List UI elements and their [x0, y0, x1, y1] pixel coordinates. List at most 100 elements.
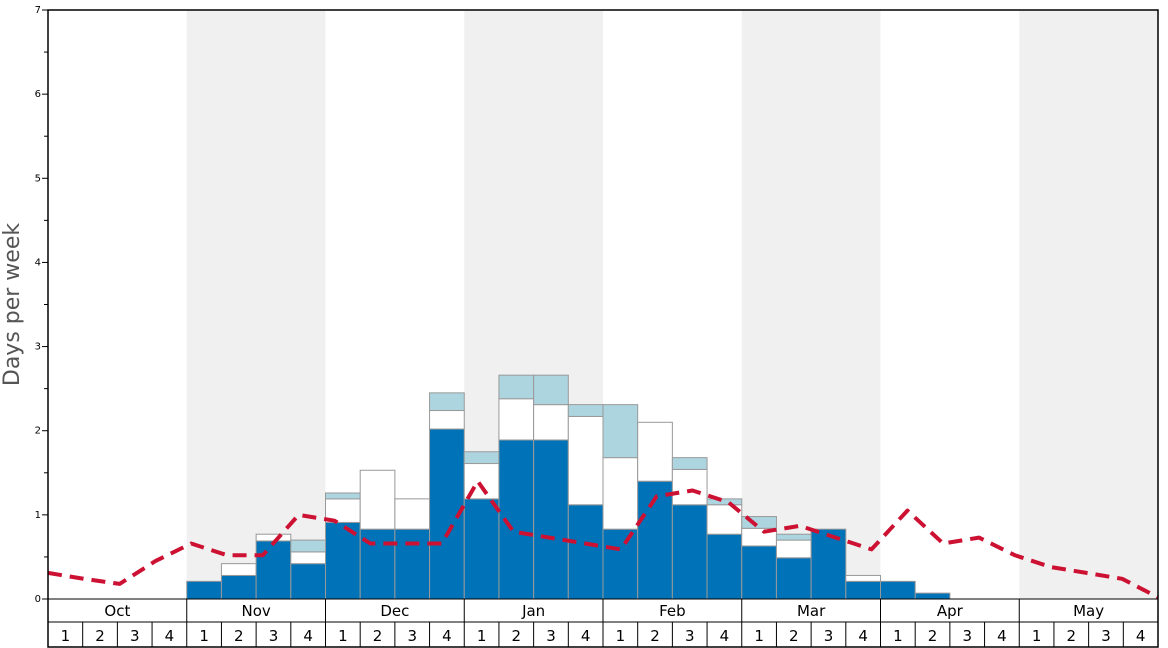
- bar-week-8-series-2: [325, 492, 361, 500]
- month-label-apr: Apr: [937, 602, 964, 620]
- bar-week-20-series-0: [741, 545, 777, 600]
- bar-week-18-series-0: [671, 504, 708, 600]
- y-tick-label: 2: [35, 426, 41, 437]
- bar-week-17-series-1: [637, 421, 673, 482]
- week-label: 2: [928, 627, 938, 645]
- y-tick-label: 4: [35, 257, 41, 268]
- bar-week-14-series-2: [533, 374, 569, 406]
- week-label: 3: [546, 627, 556, 645]
- y-tick-label: 0: [35, 594, 41, 605]
- month-label-may: May: [1073, 602, 1104, 620]
- bar-week-13-series-1: [498, 398, 535, 441]
- bar-week-16-series-2: [602, 404, 639, 459]
- bar-week-16-series-0: [602, 528, 639, 600]
- week-label: 2: [1067, 627, 1077, 645]
- week-label: 1: [1032, 627, 1042, 645]
- bar-week-15-series-2: [567, 404, 604, 417]
- y-axis-label: Days per week: [0, 223, 25, 386]
- plot-frame: [47, 9, 1159, 648]
- month-label-dec: Dec: [380, 602, 409, 620]
- bar-week-5-series-0: [220, 574, 257, 600]
- week-label: 3: [407, 627, 417, 645]
- month-band-nov: [186, 10, 326, 599]
- bar-week-14-series-0: [533, 439, 569, 600]
- bar-week-13-series-2: [498, 374, 535, 400]
- month-band-may: [1019, 10, 1158, 599]
- y-tick-label: 6: [35, 89, 41, 100]
- bar-week-10-series-0: [394, 528, 431, 600]
- x-axis: Oct 1 2 3 4 Nov 1 2 3 4 Dec 1 2 3 4 Jan 1 2 3 4 Feb 1 2 3 4 Mar 1 2…: [48, 598, 1158, 647]
- bar-week-15-series-1: [567, 415, 604, 506]
- month-band-mar: [741, 10, 881, 599]
- bar-week-23-series-0: [845, 580, 881, 600]
- month-label-nov: Nov: [241, 602, 270, 620]
- week-label: 3: [685, 627, 695, 645]
- week-label: 4: [858, 627, 868, 645]
- bar-week-11-series-1: [429, 410, 465, 430]
- month-label-feb: Feb: [659, 602, 686, 620]
- bar-week-7-series-2: [290, 539, 326, 553]
- month-label-mar: Mar: [797, 602, 826, 620]
- month-label-oct: Oct: [104, 602, 130, 620]
- week-label: 4: [165, 627, 175, 645]
- bar-week-23-series-1: [845, 574, 881, 582]
- week-label: 1: [893, 627, 903, 645]
- bar-week-16-series-1: [602, 457, 639, 530]
- bar-week-12-series-0: [463, 498, 500, 600]
- week-label: 2: [650, 627, 660, 645]
- week-label: 1: [754, 627, 764, 645]
- y-tick-label: 1: [35, 510, 41, 521]
- week-label: 3: [824, 627, 834, 645]
- week-label: 3: [1101, 627, 1111, 645]
- bar-week-9-series-1: [359, 469, 396, 530]
- week-label: 2: [95, 627, 105, 645]
- month-label-jan: Jan: [521, 602, 545, 620]
- bar-week-18-series-2: [671, 457, 708, 470]
- week-label: 3: [962, 627, 972, 645]
- week-label: 4: [303, 627, 313, 645]
- bar-week-7-series-1: [290, 551, 326, 565]
- bar-week-25-series-0: [914, 592, 951, 600]
- bar-week-18-series-1: [671, 468, 708, 506]
- bar-week-11-series-2: [429, 392, 465, 412]
- week-label: 1: [338, 627, 348, 645]
- bar-week-15-series-0: [567, 504, 604, 600]
- bar-week-20-series-2: [741, 516, 777, 529]
- week-label: 4: [442, 627, 452, 645]
- y-tick-label: 7: [35, 5, 41, 16]
- week-label: 1: [199, 627, 209, 645]
- week-label: 4: [720, 627, 730, 645]
- week-label: 2: [789, 627, 799, 645]
- week-label: 2: [234, 627, 244, 645]
- line-layer: [47, 479, 1159, 600]
- week-label: 2: [512, 627, 522, 645]
- bars-layer: [186, 374, 951, 600]
- bar-week-19-series-2: [706, 498, 743, 506]
- bar-week-21-series-0: [775, 557, 812, 600]
- week-label: 1: [61, 627, 71, 645]
- week-label: 4: [997, 627, 1007, 645]
- bar-week-6-series-1: [255, 533, 292, 542]
- y-tick-label: 5: [35, 173, 41, 184]
- y-tick-label: 3: [35, 342, 41, 353]
- bar-week-10-series-1: [394, 498, 431, 530]
- bar-week-21-series-1: [775, 539, 812, 559]
- week-label: 2: [373, 627, 383, 645]
- week-label: 1: [477, 627, 487, 645]
- average-line: [47, 479, 1159, 600]
- bar-week-24-series-0: [880, 580, 916, 600]
- bar-week-14-series-1: [533, 404, 569, 441]
- month-bands: [186, 10, 1158, 599]
- bar-week-19-series-0: [706, 533, 743, 600]
- bar-week-5-series-1: [220, 563, 257, 576]
- bar-week-7-series-0: [290, 563, 326, 600]
- week-label: 3: [269, 627, 279, 645]
- y-axis: 0 1 2 3 4 5 6 7: [35, 5, 48, 605]
- week-label: 4: [1136, 627, 1146, 645]
- week-label: 3: [130, 627, 140, 645]
- week-label: 4: [581, 627, 591, 645]
- bar-week-6-series-0: [255, 540, 292, 600]
- bar-week-22-series-0: [810, 528, 847, 600]
